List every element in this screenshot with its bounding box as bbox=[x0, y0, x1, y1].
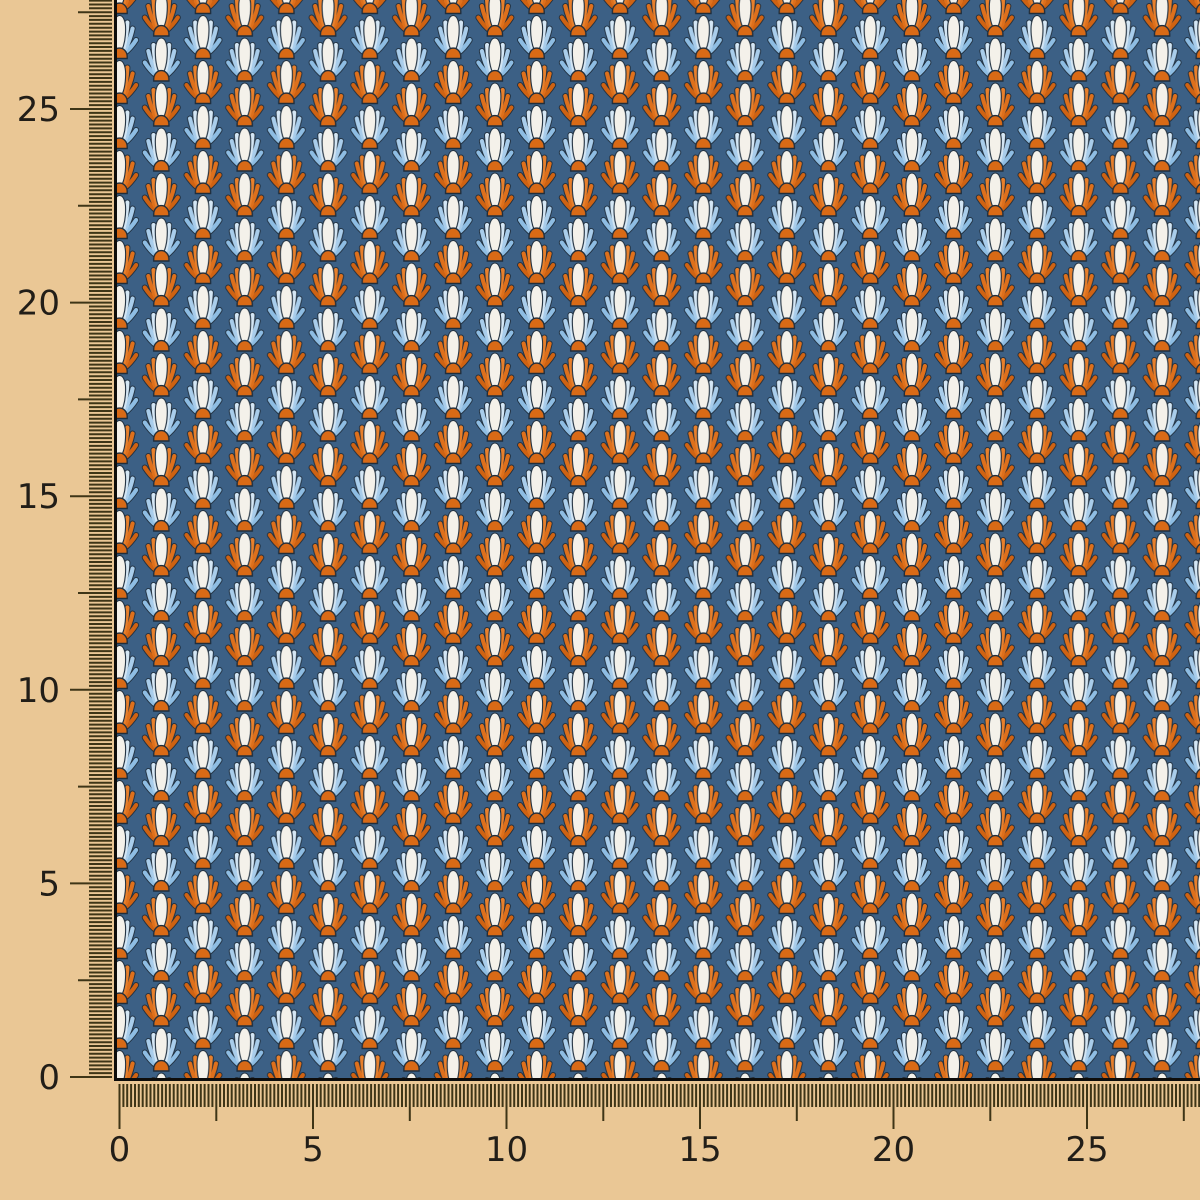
left-ruler-label: 5 bbox=[38, 864, 60, 904]
bottom-ruler-label: 15 bbox=[678, 1130, 721, 1170]
bottom-ruler-label: 20 bbox=[872, 1130, 915, 1170]
left-ruler-label: 20 bbox=[17, 284, 60, 324]
bottom-ruler-label: 25 bbox=[1065, 1130, 1108, 1170]
left-ruler-label: 25 bbox=[17, 90, 60, 130]
fabric-bottom-edge bbox=[114, 1078, 1200, 1081]
bottom-ruler-label: 0 bbox=[109, 1130, 131, 1170]
left-ruler-label: 15 bbox=[17, 477, 60, 517]
fabric-left-edge bbox=[114, 0, 117, 1081]
fabric-swatch bbox=[114, 0, 1200, 1081]
bottom-ruler-label: 10 bbox=[485, 1130, 528, 1170]
left-ruler-label: 0 bbox=[38, 1058, 60, 1098]
left-ruler-label: 10 bbox=[17, 671, 60, 711]
fabric-print bbox=[114, 0, 1200, 1081]
bottom-ruler-label: 5 bbox=[302, 1130, 324, 1170]
